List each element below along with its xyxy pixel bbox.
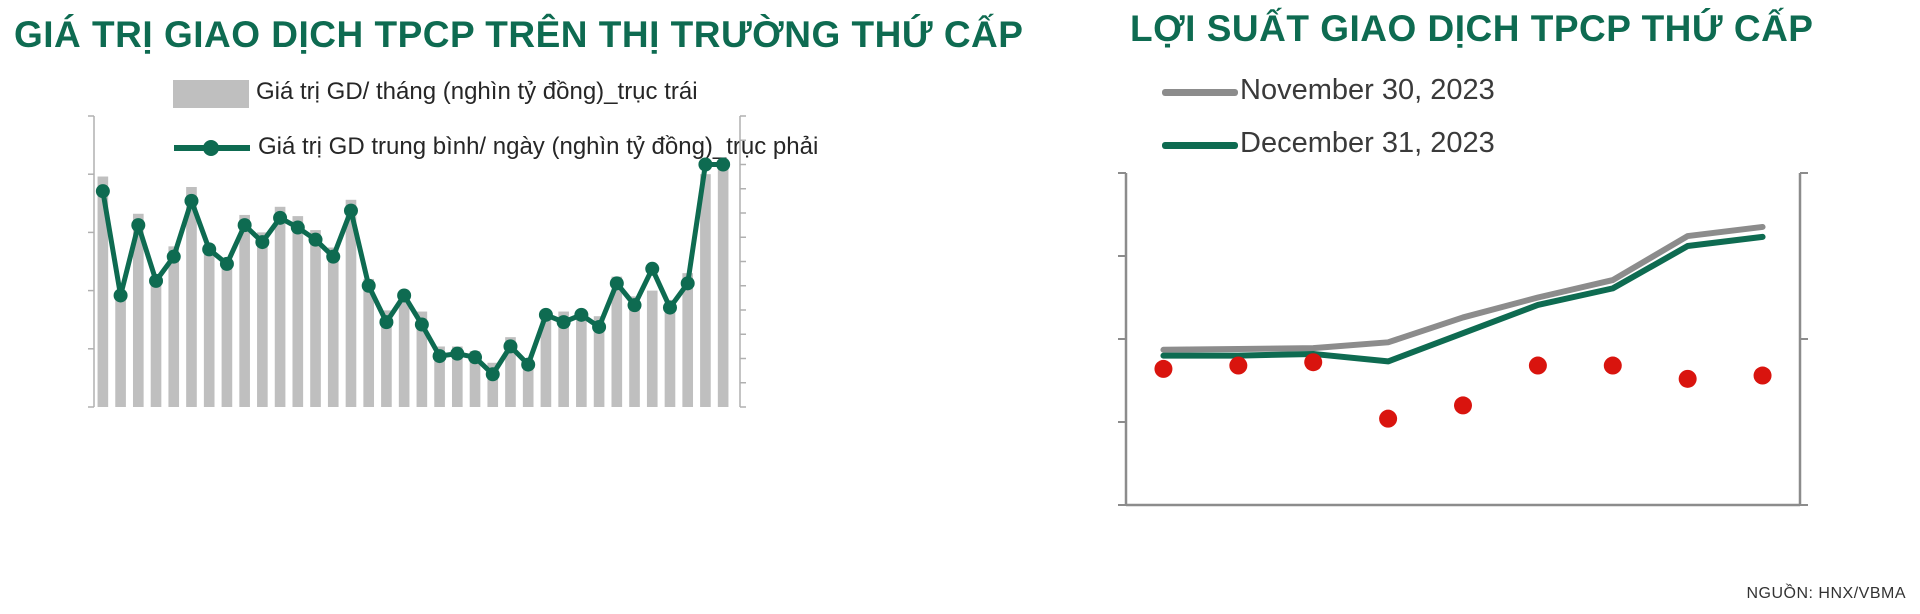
daily-average-point xyxy=(521,357,536,372)
bar xyxy=(469,351,481,407)
change-point xyxy=(1304,353,1323,372)
change-point xyxy=(1454,396,1472,415)
daily-average-point xyxy=(95,184,110,199)
daily-average-point xyxy=(645,261,660,276)
source-note: NGUỒN: HNX/VBMA xyxy=(1746,585,1906,602)
bar xyxy=(682,273,694,407)
bar xyxy=(221,260,233,407)
daily-average-point xyxy=(503,339,518,354)
bar xyxy=(505,337,516,407)
bar xyxy=(203,244,215,407)
daily-average-point xyxy=(113,288,128,303)
daily-average-point xyxy=(326,249,341,264)
daily-average-point xyxy=(432,349,447,364)
daily-average-point xyxy=(184,193,199,208)
daily-average-point xyxy=(414,317,429,332)
bar xyxy=(434,346,445,407)
daily-average-point xyxy=(255,235,270,250)
nov-30-2023-line xyxy=(1160,223,1766,353)
bar xyxy=(717,162,729,407)
daily-average-point xyxy=(131,218,146,233)
daily-average-point xyxy=(219,256,234,271)
bar xyxy=(646,290,658,407)
daily-average-point xyxy=(485,367,500,382)
daily-average-point xyxy=(237,218,252,233)
bar xyxy=(310,230,321,407)
change-point xyxy=(1229,356,1248,375)
daily-average-point xyxy=(361,278,376,293)
bar xyxy=(558,311,569,407)
daily-average-point xyxy=(627,298,642,313)
daily-average-point xyxy=(662,300,677,315)
daily-average-point xyxy=(379,315,394,330)
bar xyxy=(327,247,339,407)
change-point xyxy=(1379,409,1398,428)
bar xyxy=(115,290,126,407)
bar xyxy=(451,346,463,407)
bar xyxy=(186,187,197,407)
daily-average-point xyxy=(343,203,358,218)
bar xyxy=(398,290,410,407)
change-point xyxy=(1678,369,1697,388)
change-point xyxy=(1603,356,1622,375)
daily-average-point xyxy=(538,307,553,322)
bar xyxy=(611,276,623,407)
legend-line-label: Giá trị GD trung bình/ ngày (nghìn tỷ đồ… xyxy=(258,133,819,160)
legend-dec-swatch xyxy=(1162,142,1238,149)
change-point xyxy=(1753,366,1772,385)
change-point xyxy=(1154,359,1173,378)
daily-average-point xyxy=(202,242,217,257)
bar xyxy=(274,206,286,407)
bar xyxy=(522,360,534,407)
bar xyxy=(593,316,605,407)
bar xyxy=(700,174,711,407)
bar xyxy=(168,246,180,407)
daily-average-point xyxy=(716,157,731,172)
bar xyxy=(363,278,375,407)
daily-average-point xyxy=(308,232,323,247)
bar xyxy=(540,311,552,407)
bar xyxy=(416,311,428,407)
bar xyxy=(381,310,392,407)
daily-average-point xyxy=(273,210,288,225)
daily-average-point xyxy=(450,346,465,361)
bar xyxy=(292,216,304,407)
change-point xyxy=(1528,356,1547,375)
legend-bar-swatch xyxy=(173,80,249,108)
daily-average-point xyxy=(592,319,607,334)
daily-average-point xyxy=(290,220,305,235)
legend-line-marker xyxy=(203,140,219,156)
daily-average-point xyxy=(166,249,181,264)
legend-nov-label: November 30, 2023 xyxy=(1240,74,1495,106)
legend-nov-swatch xyxy=(1162,89,1238,96)
daily-average-point xyxy=(149,273,164,288)
bar xyxy=(257,232,268,407)
left-chart xyxy=(88,115,746,408)
bar xyxy=(576,310,587,407)
left-chart-title: GIÁ TRỊ GIAO DỊCH TPCP TRÊN THỊ TRƯỜNG T… xyxy=(14,14,1024,55)
daily-average-point xyxy=(680,276,695,291)
bar xyxy=(150,278,162,407)
bar xyxy=(345,199,357,407)
bar xyxy=(239,214,250,407)
daily-average-point xyxy=(397,288,412,303)
daily-average-point xyxy=(556,315,571,330)
bar xyxy=(664,299,676,407)
right-chart-title: LỢI SUẤT GIAO DỊCH TPCP THỨ CẤP xyxy=(1130,8,1814,49)
dec-31-2023-line xyxy=(1160,233,1766,365)
daily-average-point xyxy=(609,276,624,291)
bar xyxy=(629,296,640,407)
bar xyxy=(132,213,144,407)
daily-average-point xyxy=(698,157,713,172)
daily-average-point xyxy=(574,307,589,322)
bar xyxy=(487,362,499,407)
legend-dec-label: December 31, 2023 xyxy=(1240,127,1495,159)
legend-bar-label: Giá trị GD/ tháng (nghìn tỷ đồng)_trục t… xyxy=(256,78,698,105)
daily-average-point xyxy=(468,350,483,365)
right-chart xyxy=(1118,172,1808,507)
bar xyxy=(97,176,109,407)
